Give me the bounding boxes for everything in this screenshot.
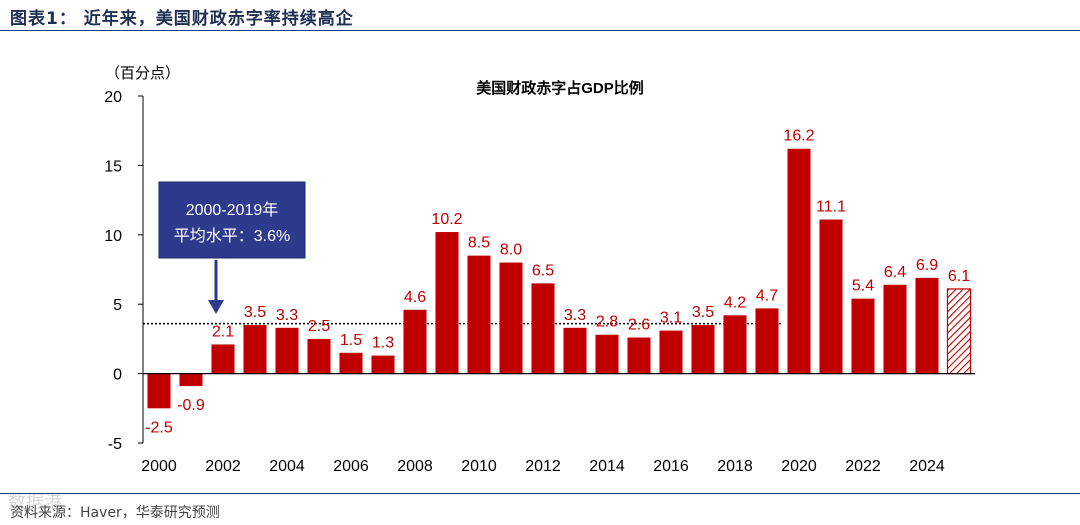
y-tick-label: 0 bbox=[113, 367, 122, 384]
x-tick-label: 2010 bbox=[461, 458, 497, 475]
footer-divider bbox=[0, 493, 1080, 494]
x-tick-label: 2012 bbox=[525, 458, 561, 475]
watermark: 数据港 bbox=[8, 492, 62, 513]
bar bbox=[147, 373, 171, 409]
bar bbox=[787, 148, 811, 374]
data-label: 3.5 bbox=[692, 304, 714, 321]
bar bbox=[371, 355, 395, 374]
data-label: 8.0 bbox=[500, 242, 522, 259]
data-label: 8.5 bbox=[468, 235, 490, 252]
x-tick-label: 2014 bbox=[589, 458, 625, 475]
y-tick-label: 10 bbox=[104, 228, 122, 245]
data-label: -0.9 bbox=[177, 397, 205, 414]
data-label: -2.5 bbox=[145, 419, 173, 436]
x-tick-label: 2002 bbox=[205, 458, 241, 475]
data-label: 4.2 bbox=[724, 294, 746, 311]
header-divider bbox=[0, 30, 1080, 31]
data-label: 10.2 bbox=[431, 211, 462, 228]
data-label: 5.4 bbox=[852, 278, 874, 295]
x-tick-label: 2016 bbox=[653, 458, 689, 475]
bar bbox=[211, 344, 235, 374]
y-tick-label: 15 bbox=[104, 158, 122, 175]
bar bbox=[467, 255, 491, 374]
bar bbox=[531, 283, 555, 374]
source-note: 资料来源：Haver，华泰研究预测 bbox=[10, 505, 220, 521]
deficit-chart: （百分点） 美国财政赤字占GDP比例 -2.5-0.9 2.1 3.5 3.3 2.5 1… bbox=[104, 65, 975, 475]
data-label: 6.5 bbox=[532, 262, 554, 279]
bar bbox=[435, 232, 459, 374]
x-tick-label: 2008 bbox=[397, 458, 433, 475]
data-label: 16.2 bbox=[783, 128, 814, 145]
data-label: 11.1 bbox=[816, 199, 846, 216]
y-tick-label: 20 bbox=[104, 89, 122, 106]
x-tick-label: 2000 bbox=[141, 458, 177, 475]
data-label: 2.6 bbox=[628, 317, 650, 334]
x-tick-label: 2020 bbox=[781, 458, 817, 475]
data-label: 1.5 bbox=[340, 332, 362, 349]
figure-header: 图表1： 近年来，美国财政赤字率持续高企 bbox=[0, 0, 1080, 31]
bar bbox=[307, 338, 331, 374]
bar bbox=[851, 298, 875, 374]
data-label: 1.3 bbox=[372, 335, 394, 352]
bar bbox=[403, 309, 427, 374]
data-label: 3.3 bbox=[276, 307, 298, 324]
bar bbox=[627, 337, 651, 374]
bar bbox=[659, 330, 683, 374]
x-tick-label: 2022 bbox=[845, 458, 881, 475]
data-label: 4.7 bbox=[756, 287, 778, 304]
bar bbox=[179, 373, 203, 387]
data-label: 4.6 bbox=[404, 289, 426, 306]
bar bbox=[563, 327, 587, 374]
bar bbox=[499, 262, 523, 374]
bar bbox=[915, 277, 939, 374]
y-tick-label: -5 bbox=[108, 436, 122, 453]
bar bbox=[883, 284, 907, 374]
x-tick-label: 2018 bbox=[717, 458, 753, 475]
y-axis-label: （百分点） bbox=[105, 65, 180, 82]
data-label: 6.4 bbox=[884, 264, 906, 281]
x-tick-label: 2006 bbox=[333, 458, 369, 475]
bar bbox=[595, 334, 619, 374]
x-tick-label: 2004 bbox=[269, 458, 305, 475]
bar bbox=[755, 308, 779, 374]
data-label: 2.1 bbox=[212, 323, 234, 340]
data-label: 6.1 bbox=[948, 268, 970, 285]
annotation-arrowhead bbox=[208, 300, 224, 314]
average-annotation-line1: 2000-2019年 bbox=[186, 201, 279, 219]
bar bbox=[723, 315, 747, 374]
bar bbox=[243, 325, 267, 374]
y-tick-label: 5 bbox=[113, 297, 122, 314]
figure-title: 图表1： 近年来，美国财政赤字率持续高企 bbox=[10, 9, 354, 29]
average-annotation-box bbox=[158, 181, 306, 259]
data-label: 3.3 bbox=[564, 307, 586, 324]
forecast-bar bbox=[946, 288, 972, 375]
data-label: 3.1 bbox=[660, 310, 682, 327]
data-label: 2.5 bbox=[308, 318, 330, 335]
data-label: 2.8 bbox=[596, 314, 618, 331]
bar bbox=[275, 327, 299, 374]
x-tick-label: 2024 bbox=[909, 458, 945, 475]
bar bbox=[339, 352, 363, 374]
bar bbox=[691, 325, 715, 374]
data-label: 3.5 bbox=[244, 304, 266, 321]
data-label: 6.9 bbox=[916, 257, 938, 274]
bar bbox=[819, 219, 843, 374]
average-annotation-line2: 平均水平：3.6% bbox=[174, 227, 290, 245]
chart-title: 美国财政赤字占GDP比例 bbox=[476, 79, 644, 97]
